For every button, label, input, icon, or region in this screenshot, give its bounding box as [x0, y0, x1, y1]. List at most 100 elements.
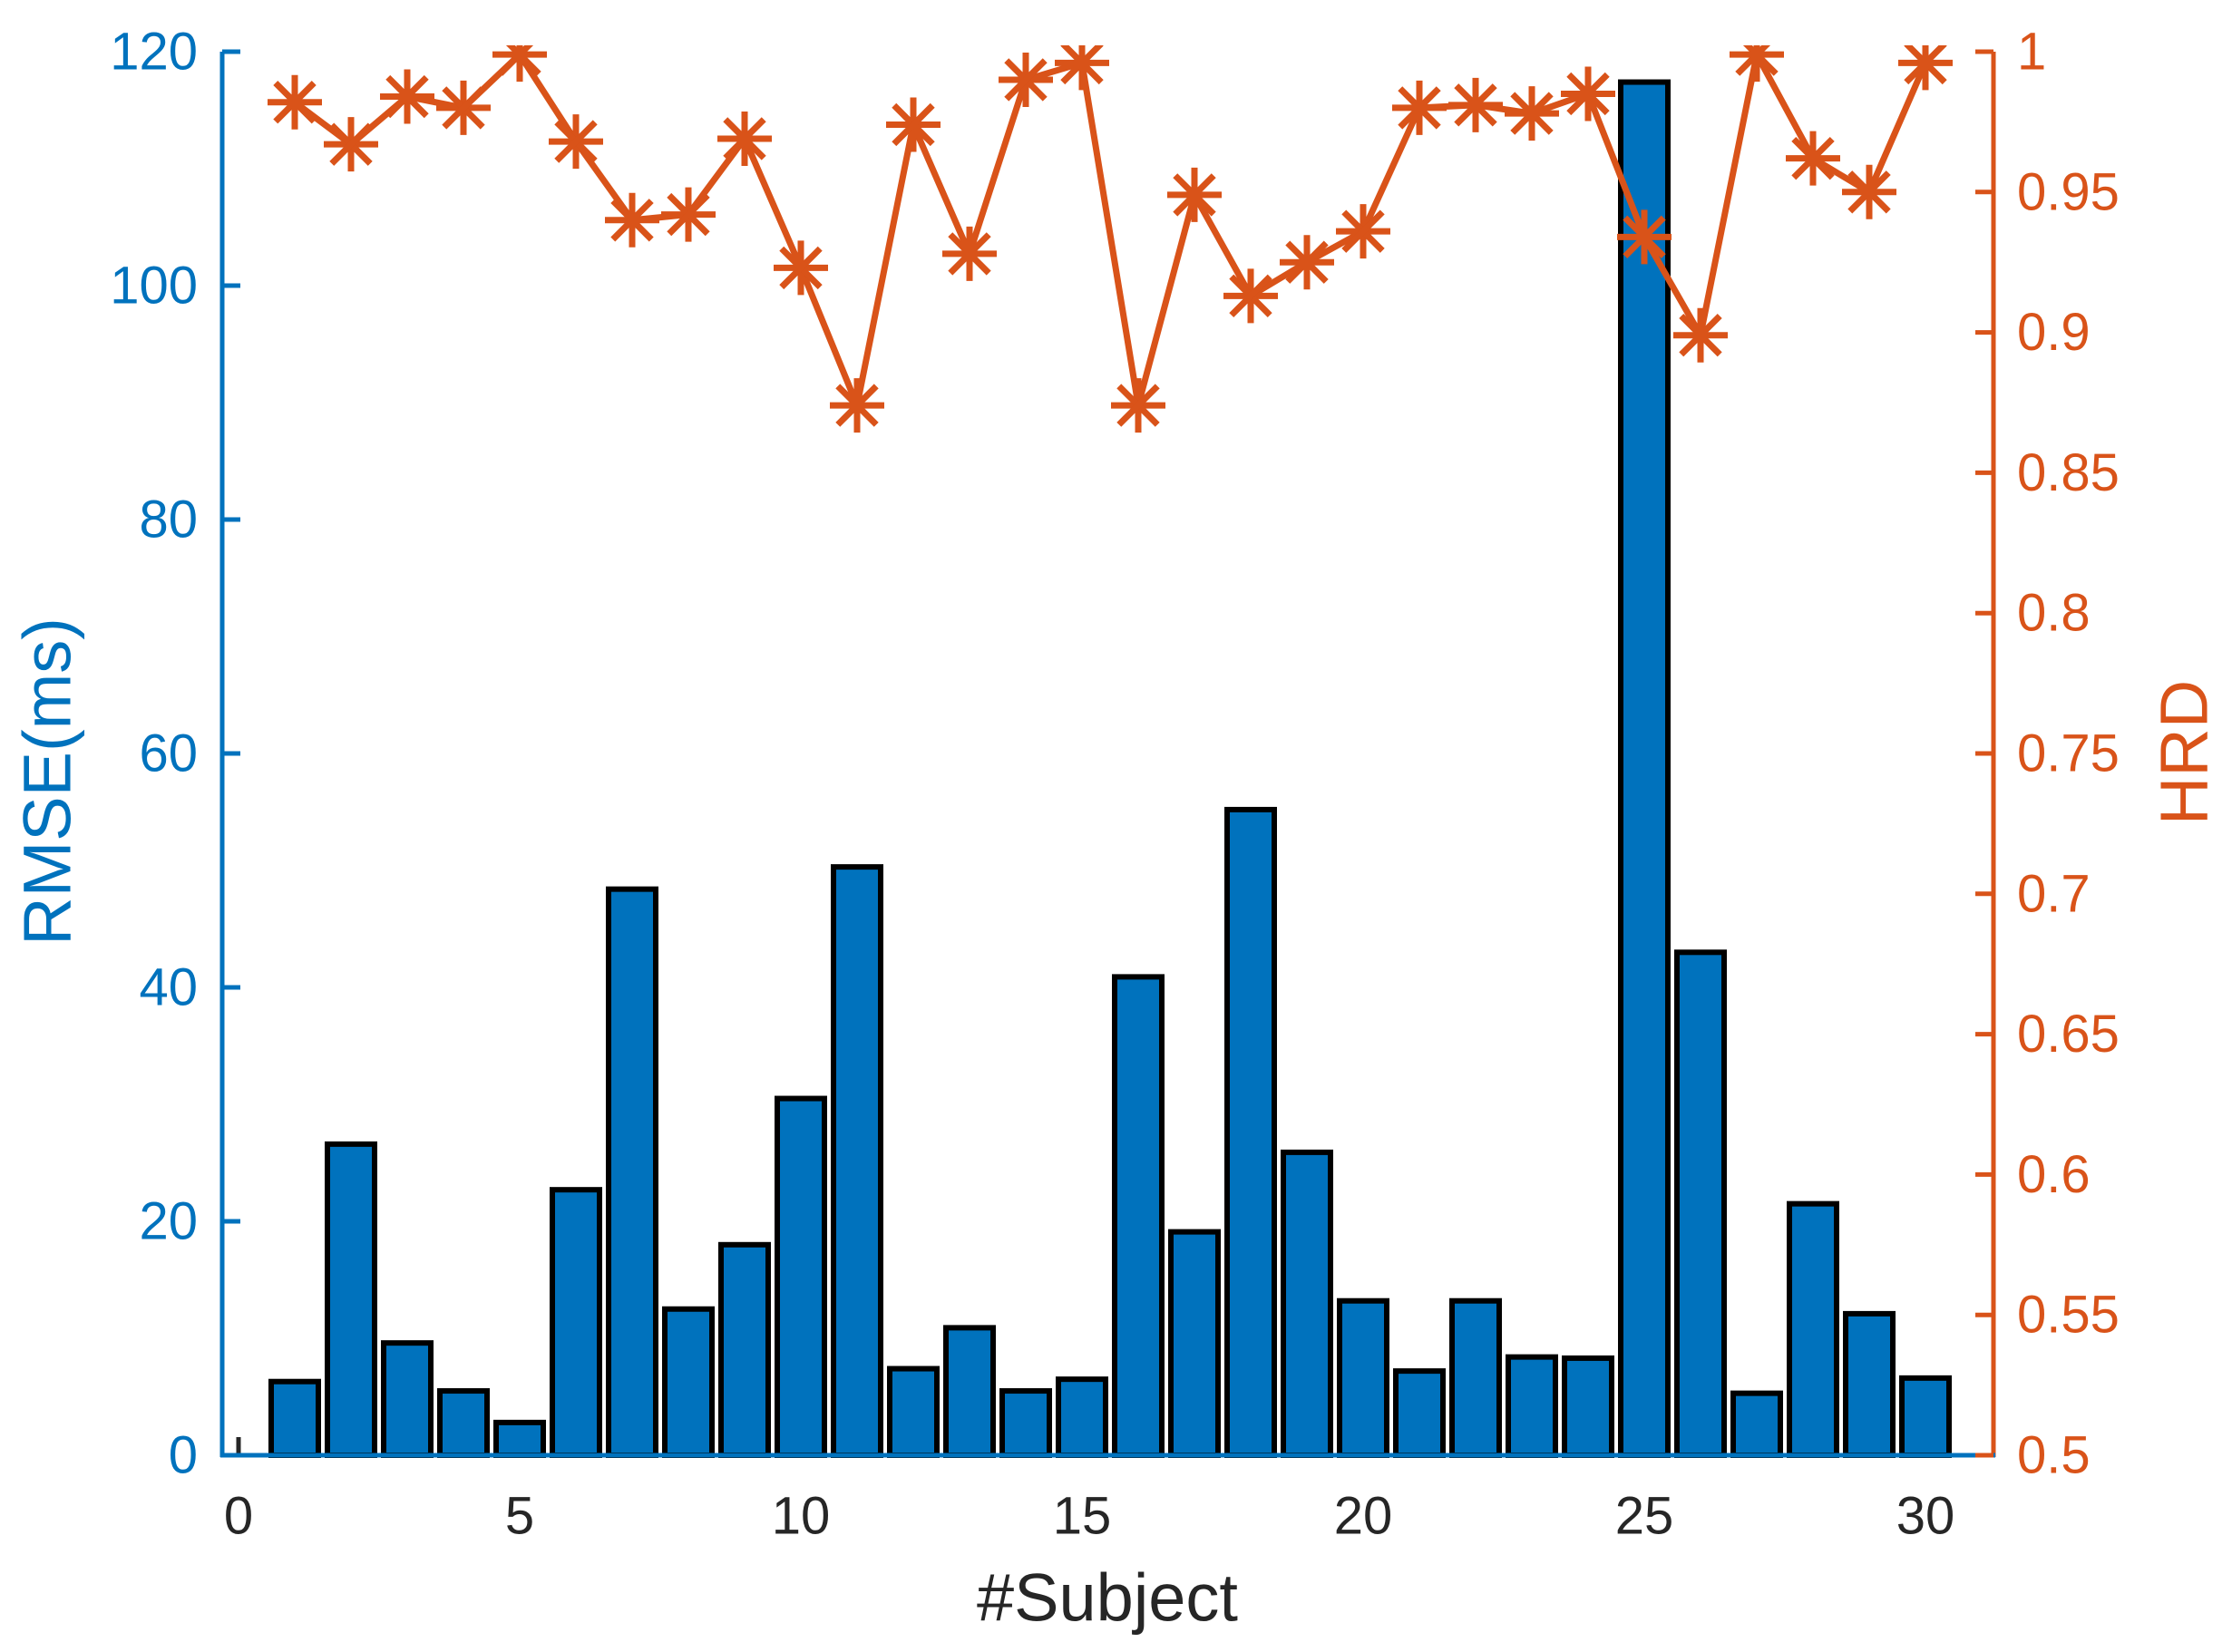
x-tick-label-10: 10 — [772, 1487, 831, 1546]
x-tick-label-5: 5 — [505, 1487, 534, 1546]
bar-subject-16 — [1112, 974, 1165, 1458]
bar-subject-13 — [943, 1325, 996, 1459]
right-tick-label-0.65: 0.65 — [2017, 1005, 2120, 1064]
marker-spoke-d2 — [1004, 58, 1048, 102]
bar-subject-8 — [662, 1306, 715, 1458]
tick-labels-layer: 0204060801001200.50.550.60.650.70.750.80… — [110, 23, 2120, 1546]
marker-spoke-d2 — [498, 45, 534, 76]
hrd-marker-subject-19 — [1280, 235, 1334, 290]
marker-spoke-d2 — [273, 81, 317, 124]
bar-subject-17 — [1168, 1229, 1221, 1458]
left-tick-label-0: 0 — [169, 1426, 198, 1485]
marker-spoke-d2 — [1904, 45, 1947, 85]
marker-spoke-d2 — [1285, 240, 1329, 284]
marker-spoke-d2 — [1847, 170, 1891, 214]
hrd-marker-subject-15 — [1055, 45, 1109, 91]
x-tick-label-25: 25 — [1615, 1487, 1674, 1546]
marker-spoke-d2 — [1173, 173, 1216, 217]
marker-spoke-d2 — [610, 199, 654, 242]
hrd-marker-subject-23 — [1505, 86, 1559, 141]
bar-subject-24 — [1562, 1355, 1614, 1459]
bar-subject-2 — [325, 1141, 377, 1458]
hrd-marker-subject-16 — [1111, 378, 1165, 433]
hrd-marker-subject-22 — [1448, 77, 1503, 132]
hrd-marker-subject-2 — [324, 117, 378, 172]
bar-subject-9 — [718, 1241, 771, 1459]
hrd-marker-subject-1 — [268, 74, 322, 130]
bar-subject-5 — [493, 1419, 546, 1459]
marker-spoke-d2 — [385, 74, 429, 119]
hrd-marker-subject-30 — [1898, 45, 1953, 91]
bar-subject-21 — [1393, 1368, 1446, 1458]
hrd-marker-subject-28 — [1786, 131, 1840, 186]
x-axis-label: #Subject — [977, 1560, 1238, 1636]
bar-subject-4 — [437, 1388, 490, 1459]
hrd-marker-subject-4 — [436, 80, 491, 135]
hrd-line-layer — [268, 45, 1953, 433]
marker-spoke-d2 — [948, 232, 991, 276]
marker-spoke-d2 — [1623, 215, 1666, 259]
marker-spoke-d2 — [892, 102, 935, 147]
x-tick-label-20: 20 — [1334, 1487, 1393, 1546]
hrd-marker-subject-24 — [1561, 66, 1615, 121]
left-tick-label-20: 20 — [139, 1192, 198, 1251]
marker-spoke-d2 — [1510, 92, 1554, 135]
y-axis-left-label: RMSE(ms) — [10, 617, 85, 946]
hrd-line — [292, 45, 1929, 417]
marker-spoke-d2 — [1229, 274, 1272, 318]
right-tick-label-0.75: 0.75 — [2017, 724, 2120, 783]
bar-subject-26 — [1674, 949, 1727, 1459]
marker-spoke-d2 — [1679, 314, 1722, 357]
bar-subject-25 — [1618, 79, 1671, 1458]
bar-subject-15 — [1056, 1376, 1108, 1459]
marker-spoke-d2 — [554, 120, 598, 163]
marker-spoke-d2 — [329, 122, 373, 166]
hrd-marker-subject-10 — [774, 240, 828, 296]
bar-subject-19 — [1281, 1149, 1333, 1458]
bar-subject-29 — [1843, 1310, 1896, 1459]
bar-subject-18 — [1224, 806, 1277, 1458]
hrd-marker-subject-5 — [492, 45, 547, 83]
right-tick-label-0.85: 0.85 — [2017, 443, 2120, 502]
bar-subject-14 — [999, 1388, 1052, 1459]
hrd-marker-subject-12 — [886, 97, 941, 152]
hrd-marker-subject-3 — [380, 69, 434, 124]
hrd-marker-subject-26 — [1673, 307, 1728, 363]
right-tick-label-0.95: 0.95 — [2017, 162, 2120, 221]
right-tick-label-0.9: 0.9 — [2017, 303, 2091, 362]
hrd-marker-subject-21 — [1392, 80, 1447, 135]
bar-subject-12 — [887, 1365, 940, 1459]
hrd-marker-subject-6 — [549, 114, 603, 170]
bar-subject-22 — [1449, 1297, 1502, 1458]
hrd-marker-subject-9 — [717, 111, 772, 166]
hrd-marker-subject-11 — [830, 378, 884, 433]
marker-spoke-d2 — [667, 192, 710, 237]
right-tick-label-1: 1 — [2017, 23, 2046, 82]
x-tick-label-15: 15 — [1053, 1487, 1112, 1546]
marker-spoke-d2 — [1566, 72, 1610, 116]
bar-subject-10 — [775, 1095, 827, 1459]
bar-subject-1 — [268, 1378, 321, 1458]
bar-subject-11 — [831, 864, 883, 1458]
marker-spoke-d2 — [442, 86, 485, 130]
bar-subject-6 — [550, 1187, 602, 1459]
hrd-marker-subject-14 — [999, 52, 1053, 107]
marker-spoke-d2 — [1454, 83, 1497, 127]
x-tick-label-0: 0 — [224, 1487, 253, 1546]
marker-spoke-d2 — [1398, 86, 1441, 130]
marker-spoke-d2 — [779, 246, 823, 290]
marker-spoke-d2 — [723, 117, 766, 160]
right-tick-label-0.6: 0.6 — [2017, 1145, 2091, 1204]
left-tick-label-60: 60 — [139, 724, 198, 783]
bar-subject-7 — [606, 886, 658, 1458]
hrd-marker-subject-27 — [1730, 45, 1784, 83]
y-axis-right-label: HRD — [2147, 680, 2222, 825]
marker-spoke-d2 — [1060, 45, 1104, 85]
bar-subject-23 — [1506, 1354, 1558, 1459]
marker-spoke-d2 — [1341, 209, 1385, 253]
marker-spoke-d2 — [835, 384, 879, 427]
marker-spoke-d2 — [1116, 384, 1160, 427]
right-tick-label-0.55: 0.55 — [2017, 1286, 2120, 1345]
